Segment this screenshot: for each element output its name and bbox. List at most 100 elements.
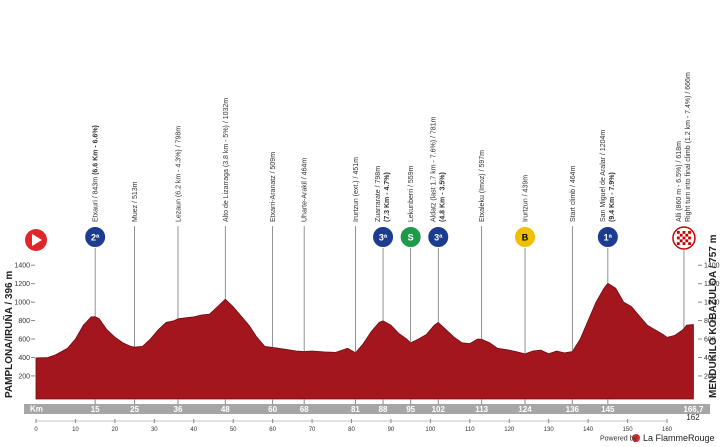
km-overlay: 162: [686, 413, 700, 422]
climb-icon: [427, 226, 450, 248]
flag-cell: [682, 242, 686, 245]
x-tick-label: 90: [388, 427, 395, 433]
x-tick-label: 0: [34, 427, 38, 433]
annotation-detail: (7.3 Km - 4.7%): [384, 172, 391, 222]
climb-icon-text: 3ª: [434, 233, 443, 243]
logo: [632, 434, 640, 442]
annotation-text: Irurtzun (ext.) / 451m: [353, 157, 360, 222]
annotation-label: Zuarrarate / 798m: [375, 166, 382, 222]
annotation-text: Aldatz (last 1.7 km - 7.6%) / 781m: [430, 116, 437, 222]
powered-by: Powered by: [600, 436, 637, 443]
annotation-label: Muez / 513m: [132, 181, 139, 222]
annotation-detail: (4.8 Km - 3.5%): [439, 172, 446, 222]
km-marker: 68: [300, 405, 309, 414]
annotation-label: Aldatz (last 1.7 km - 7.6%) / 781m: [430, 116, 437, 222]
climb-icon: [84, 226, 107, 248]
annotation-label: Irurtzun (ext.) / 451m: [353, 157, 360, 222]
annotation-label: Etxaleku (Imoz) / 597m: [479, 150, 486, 222]
y-tick-label: 200: [18, 373, 30, 380]
flag-cell: [682, 231, 686, 234]
annotation-text: Uharte-Arakil / 464m: [302, 158, 309, 222]
flag-cell: [688, 236, 691, 240]
climb-icon-text: 3ª: [379, 233, 388, 243]
flag-cell: [679, 233, 683, 237]
annotation-label: Uharte-Arakil / 464m: [302, 158, 309, 222]
annotation-text: Muez / 513m: [132, 181, 139, 222]
y-tick-label-right: 400: [704, 355, 716, 362]
x-tick-label: 20: [112, 427, 119, 433]
climb-icon-text: 1ª: [604, 233, 613, 243]
start-icon: [25, 229, 47, 251]
x-tick-label: 60: [269, 427, 276, 433]
annotation-detail: (9.4 Km - 7.9%): [609, 172, 616, 222]
flag-cell: [685, 239, 689, 243]
climb-icon-text: S: [408, 233, 414, 243]
annotation-label: Alli (860 m - 6.5%) / 618m: [676, 141, 683, 222]
annotation-detail: Right turn into final climb (1.2 km - 7.…: [685, 72, 692, 222]
x-tick-label: 140: [583, 427, 594, 433]
flag-cell: [685, 233, 689, 237]
climb-icon-text: 2ª: [91, 233, 100, 243]
x-tick-label: 130: [544, 427, 555, 433]
km-marker: 48: [221, 405, 230, 414]
y-tick-label: 1400: [14, 263, 30, 270]
y-tick-label-right: 1200: [704, 281, 720, 288]
x-tick-label: 120: [504, 427, 515, 433]
annotation-text: Etxarri-Aranatz / 509m: [270, 152, 277, 222]
annotation-text: Etxauri / 843m: [93, 177, 100, 222]
flag-cell: [679, 239, 683, 243]
annotation-detail: (6.6 Km - 6.6%): [93, 125, 100, 175]
annotation-text: Alto de Lizarraga (3.8 km - 5%) / 1032m: [223, 98, 230, 222]
annotation-label: Irurtzun / 439m: [523, 175, 530, 222]
x-tick-label: 70: [309, 427, 316, 433]
x-tick-label: 30: [151, 427, 158, 433]
x-tick-label: 160: [662, 427, 673, 433]
annotation-text: Lezaun (6.2 km - 4.3%) / 798m: [175, 126, 182, 222]
km-marker: 60: [268, 405, 277, 414]
annotation-text: San Miguel de Aralar / 1204m: [600, 130, 607, 222]
annotation-label: Lezaun (6.2 km - 4.3%) / 798m: [175, 126, 182, 222]
flag-cell: [676, 242, 680, 245]
km-marker: 166,7: [683, 405, 704, 414]
climb-icon: [514, 226, 537, 248]
y-tick-label-right: 200: [704, 373, 716, 380]
finish-flag: [672, 226, 696, 250]
finish-label: MENDUKILO KOBAZULOA / 757 m: [708, 234, 719, 398]
km-label: Km: [30, 405, 43, 414]
annotation-label: Etxauri / 843m (6.6 Km - 6.6%): [93, 125, 100, 222]
annotation-label: Start climb / 464m: [570, 165, 577, 222]
annotation-label: Alto de Lizarraga (3.8 km - 5%) / 1032m: [223, 98, 230, 222]
km-marker: 145: [601, 405, 615, 414]
annotation-text: Lekunberri / 559m: [408, 165, 415, 222]
y-tick-label: 1200: [14, 281, 30, 288]
x-tick-label: 10: [72, 427, 79, 433]
annotation-text: Etxaleku (Imoz) / 597m: [479, 150, 486, 222]
annotation-text: Alli (860 m - 6.5%) / 618m: [676, 141, 683, 222]
flag-cell: [676, 231, 680, 234]
annotation-label: San Miguel de Aralar / 1204m: [600, 130, 607, 222]
x-tick-label: 150: [623, 427, 634, 433]
annotation-text: Start climb / 464m: [570, 165, 577, 222]
brand: La FlammeRouge: [643, 433, 715, 443]
flag-cell: [688, 231, 691, 234]
y-tick-label-right: 1400: [704, 263, 720, 270]
km-marker: 102: [432, 405, 446, 414]
climb-icon-text: B: [522, 233, 529, 243]
km-marker: 15: [91, 405, 100, 414]
x-tick-label: 40: [190, 427, 197, 433]
y-tick-label: 1000: [14, 300, 30, 307]
km-marker: 25: [130, 405, 139, 414]
km-marker: 81: [351, 405, 360, 414]
y-tick-label-right: 1000: [704, 300, 720, 307]
y-tick-label: 800: [18, 318, 30, 325]
climb-icon: [596, 226, 619, 248]
km-marker: 113: [475, 405, 488, 414]
flag-cell: [688, 242, 691, 245]
x-tick-label: 80: [348, 427, 355, 433]
km-marker: 36: [174, 405, 183, 414]
flag-cell: [682, 236, 686, 240]
flag-cell: [676, 236, 680, 240]
x-tick-label: 110: [465, 427, 475, 433]
annotation-text: Irurtzun / 439m: [523, 175, 530, 222]
